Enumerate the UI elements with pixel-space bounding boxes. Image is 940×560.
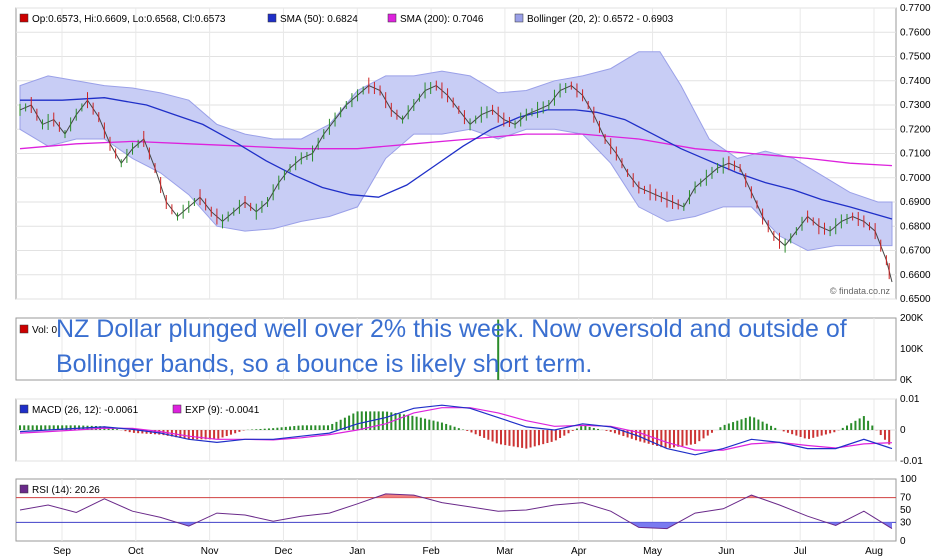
price-tick-label: 0.7300 (900, 100, 931, 111)
legend-swatch (387, 13, 397, 23)
legend-label: Bollinger (20, 2): 0.6572 - 0.6903 (527, 14, 674, 25)
month-label: Feb (422, 546, 440, 557)
price-tick-label: 0.7100 (900, 149, 931, 160)
month-label: Nov (201, 546, 219, 557)
volume-tick-label: 0K (900, 375, 913, 386)
volume-tick-label: 100K (900, 344, 924, 355)
price-tick-label: 0.7000 (900, 173, 931, 184)
month-label: Oct (128, 546, 144, 557)
bollinger-band (19, 51, 893, 252)
rsi-line (19, 493, 893, 530)
watermark: © findata.co.nz (830, 286, 891, 296)
legend-label: Vol: 0 (32, 325, 57, 336)
legend-swatch (19, 484, 29, 494)
legend-label: SMA (200): 0.7046 (400, 14, 484, 25)
macd-tick-label: -0.01 (900, 456, 923, 467)
rsi-tick-label: 100 (900, 474, 917, 485)
macd-tick-label: 0.01 (900, 394, 920, 405)
month-label: Jul (794, 546, 807, 557)
legend-swatch (172, 404, 182, 414)
price-tick-label: 0.7200 (900, 124, 931, 135)
price-tick-label: 0.7400 (900, 76, 931, 87)
x-axis-month-labels: Sep Oct Nov Dec Jan Feb Mar Apr May Jun Jul Aug (53, 546, 883, 557)
price-tick-label: 0.6700 (900, 246, 931, 257)
price-tick-label: 0.6800 (900, 221, 931, 232)
month-label: Sep (53, 546, 71, 557)
month-label: Mar (496, 546, 514, 557)
legend-label: RSI (14): 20.26 (32, 485, 100, 496)
rsi-oversold-fill (20, 522, 892, 529)
legend-swatch (19, 404, 29, 414)
price-tick-label: 0.6600 (900, 270, 931, 281)
legend-swatch (19, 13, 29, 23)
price-tick-label: 0.7700 (900, 3, 931, 14)
price-tick-label: 0.7600 (900, 27, 931, 38)
volume-panel-frame (15, 317, 897, 381)
annotation-text: NZ Dollar plunged well over 2% this week… (56, 315, 847, 378)
rsi-tick-label: 50 (900, 505, 912, 516)
month-label: Jun (718, 546, 734, 557)
legend-label: SMA (50): 0.6824 (280, 14, 358, 25)
legend-swatch (514, 13, 524, 23)
macd-line (19, 404, 893, 456)
rsi-tick-label: 70 (900, 493, 912, 504)
legend-label: MACD (26, 12): -0.0061 (32, 405, 139, 416)
month-label: Dec (275, 546, 293, 557)
price-tick-label: 0.6500 (900, 294, 931, 305)
volume-tick-label: 200K (900, 313, 924, 324)
month-label: Aug (865, 546, 883, 557)
legend-swatch (267, 13, 277, 23)
month-label: May (643, 546, 662, 557)
y-axis-tick-labels: 0.7700 0.7600 0.7500 0.7400 0.7300 0.7200 0.71… (900, 3, 931, 547)
price-bars (19, 77, 890, 280)
rsi-tick-label: 0 (900, 536, 906, 547)
rsi-tick-label: 30 (900, 517, 912, 528)
legend-swatch (19, 324, 29, 334)
month-label: Jan (349, 546, 365, 557)
sma200-line (19, 133, 893, 167)
month-label: Apr (571, 546, 587, 557)
macd-tick-label: 0 (900, 425, 906, 436)
panel-legends: Op:0.6573, Hi:0.6609, Lo:0.6568, Cl:0.65… (19, 13, 674, 496)
price-tick-label: 0.7500 (900, 52, 931, 63)
sma50-line (20, 97, 893, 220)
macd-signal-line (19, 407, 893, 451)
legend-label: EXP (9): -0.0041 (185, 405, 260, 416)
rsi-panel-frame (15, 478, 897, 542)
price-tick-label: 0.6900 (900, 197, 931, 208)
legend-label: Op:0.6573, Hi:0.6609, Lo:0.6568, Cl:0.65… (32, 14, 226, 25)
